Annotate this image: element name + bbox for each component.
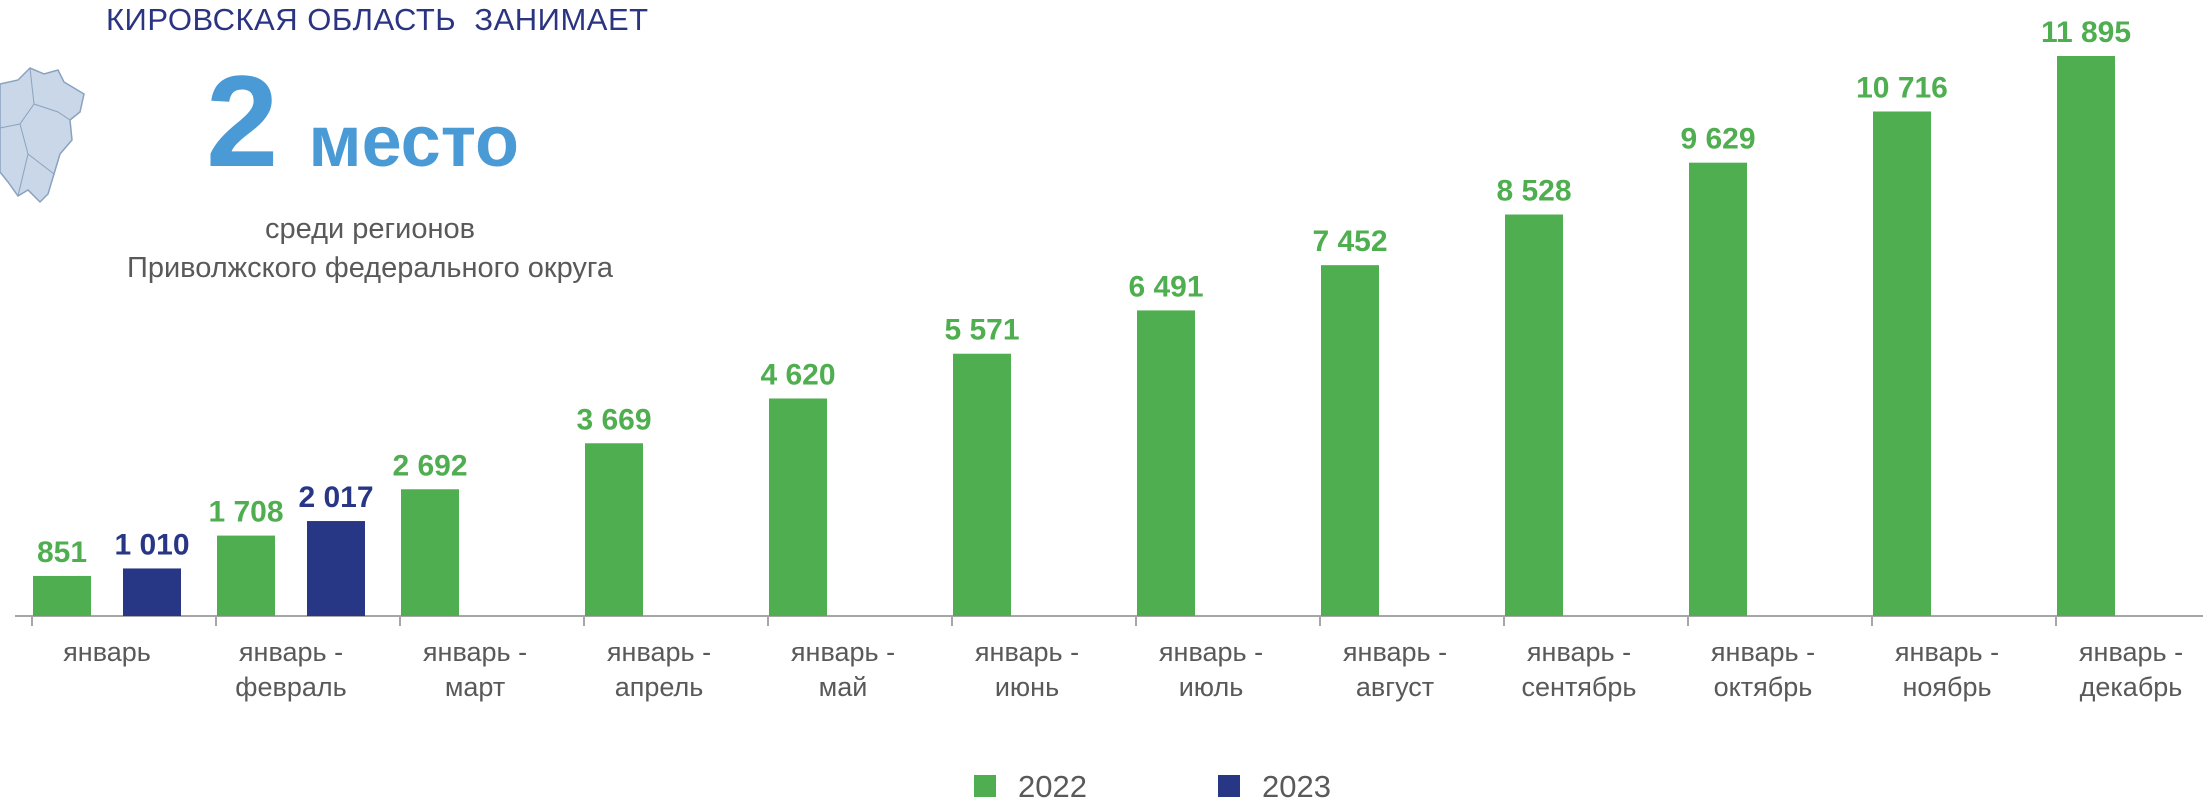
chart-legend: 2022 2023 [974, 769, 1331, 801]
subtitle-line-1: среди регионов [264, 213, 475, 245]
data-label-2022: 2 692 [392, 449, 467, 482]
kirov-region-map-icon [0, 67, 85, 204]
category-labels: январь январь - февраль январь - март январь … [63, 637, 2183, 702]
category-label: февраль [235, 672, 346, 702]
data-label-2022: 1 708 [208, 496, 283, 529]
category-label: январь [63, 637, 151, 667]
data-label-2022: 10 716 [1856, 72, 1948, 105]
bar-2022 [217, 535, 275, 616]
category-label: январь - [791, 637, 895, 667]
data-label-2022: 11 895 [2041, 16, 2131, 49]
legend-label: 2022 [1018, 769, 1087, 801]
category-label: май [819, 672, 868, 702]
data-label-2022: 851 [37, 536, 87, 569]
chart-bars [33, 56, 2115, 616]
data-label-2022: 7 452 [1312, 225, 1387, 258]
bar-2022 [1689, 162, 1747, 616]
category-label: январь - [1343, 637, 1447, 667]
category-label: январь - [975, 637, 1079, 667]
bar-2022 [1137, 310, 1195, 616]
rank-word: место [308, 102, 520, 182]
bar-2022 [2057, 56, 2115, 616]
legend-swatch [1218, 775, 1240, 797]
category-label: апрель [615, 672, 704, 702]
data-label-2023: 2 017 [298, 481, 373, 514]
data-label-2022: 8 528 [1496, 175, 1571, 208]
category-label: март [445, 672, 505, 702]
category-label: июль [1179, 672, 1244, 702]
category-label: июнь [995, 672, 1059, 702]
bar-2023 [307, 521, 365, 616]
bar-2022 [401, 489, 459, 616]
bar-2022 [1321, 265, 1379, 616]
rank-number: 2 [206, 48, 279, 194]
category-label: ноябрь [1902, 672, 1991, 702]
category-label: январь - [1895, 637, 1999, 667]
data-label-2023: 1 010 [114, 528, 189, 561]
bar-2022 [1873, 111, 1931, 616]
bar-2022 [33, 575, 91, 616]
bar-2022 [1505, 214, 1563, 616]
category-label: январь - [423, 637, 527, 667]
x-axis-ticks [31, 616, 2057, 626]
data-label-2022: 6 491 [1128, 270, 1203, 303]
data-labels: 851 1 010 1 708 2 017 2 692 3 669 4 620 5 571 6 … [37, 16, 2131, 569]
category-label: январь - [607, 637, 711, 667]
legend-label: 2023 [1262, 769, 1331, 801]
region-heading: КИРОВСКАЯ ОБЛАСТЬ ЗАНИМАЕТ [106, 2, 649, 37]
category-label: январь - [1711, 637, 1815, 667]
category-label: январь - [239, 637, 343, 667]
data-label-2022: 3 669 [576, 403, 651, 436]
bar-2023 [123, 568, 181, 616]
category-label: декабрь [2080, 672, 2183, 702]
category-label: январь - [1527, 637, 1631, 667]
bar-2022 [585, 443, 643, 616]
data-label-2022: 4 620 [760, 358, 835, 391]
category-label: август [1356, 672, 1434, 702]
rank-subtitle: среди регионов Приволжского федерального… [60, 210, 680, 288]
category-label: январь - [2079, 637, 2183, 667]
bar-2022 [769, 398, 827, 616]
category-label: январь - [1159, 637, 1263, 667]
category-label: октябрь [1714, 672, 1813, 702]
category-label: сентябрь [1522, 672, 1637, 702]
data-label-2022: 5 571 [944, 314, 1019, 347]
subtitle-line-2: Приволжского федерального округа [127, 252, 613, 284]
data-label-2022: 9 629 [1680, 123, 1755, 156]
bar-2022 [953, 353, 1011, 616]
rank-badge: 2 место [206, 56, 519, 186]
legend-swatch [974, 775, 996, 797]
